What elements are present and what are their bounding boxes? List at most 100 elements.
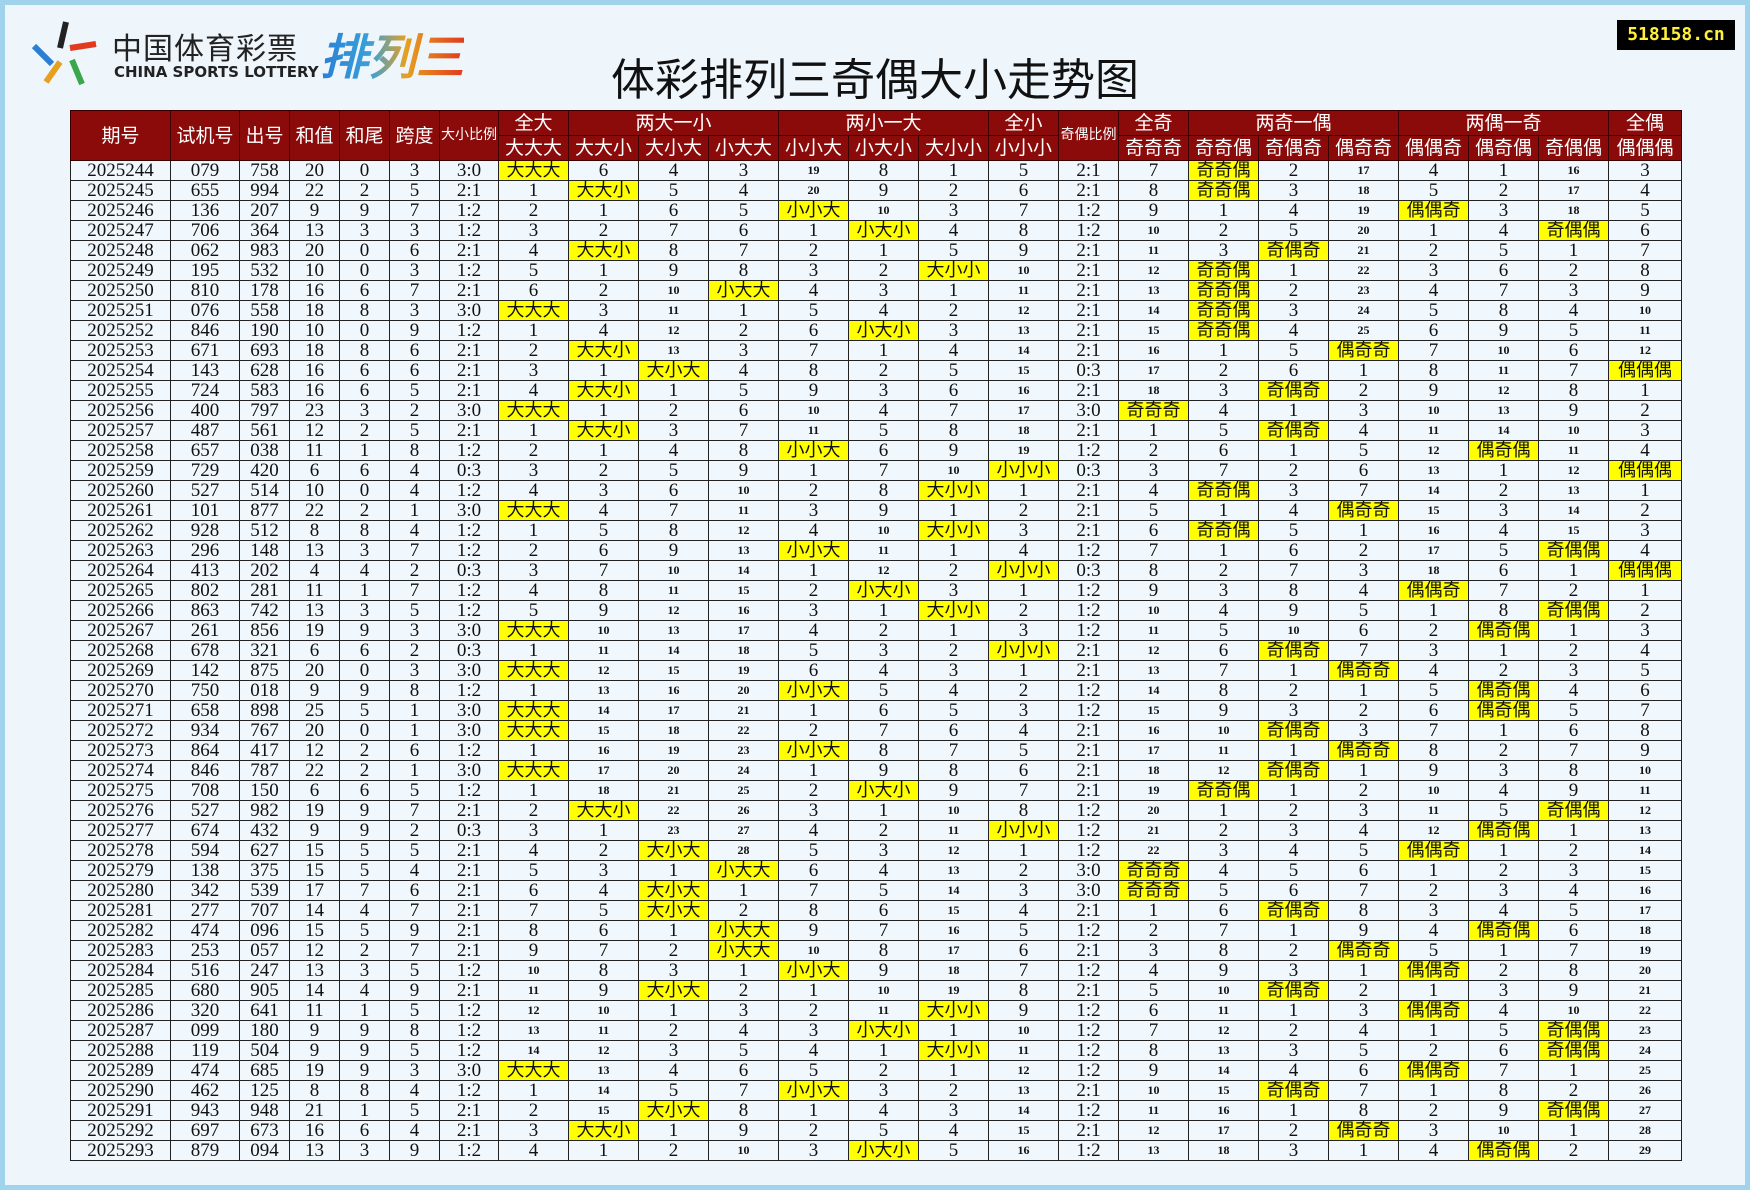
bs-omission-cell: 1	[498, 180, 569, 201]
bs-omission-cell: 3	[918, 660, 989, 681]
bs-ratio-cell: 2:1	[439, 280, 499, 301]
sum-cell: 19	[289, 1060, 340, 1081]
oe-omission-cell: 3	[1118, 940, 1189, 961]
tail-cell: 6	[339, 360, 390, 381]
bs-omission-cell: 3	[848, 640, 919, 661]
bs-omission-cell: 7	[568, 560, 639, 581]
header-group-two-big: 两大一小	[568, 110, 779, 136]
oe-omission-cell: 4	[1468, 780, 1539, 801]
sum-cell: 10	[289, 320, 340, 341]
oe-omission-cell: 15	[1608, 860, 1682, 881]
bs-omission-cell: 1	[918, 620, 989, 641]
oe-omission-cell: 11	[1118, 240, 1189, 261]
bs-omission-cell: 8	[778, 900, 849, 921]
bs-omission-cell: 4	[778, 620, 849, 641]
tail-cell: 5	[339, 920, 390, 941]
oe-omission-cell: 4	[1538, 880, 1609, 901]
draw-cell: 057	[239, 940, 290, 961]
oe-omission-cell: 12	[1468, 380, 1539, 401]
bs-ratio-cell: 1:2	[439, 540, 499, 561]
bs-omission-cell: 28	[708, 840, 779, 861]
oe-omission-cell: 6	[1188, 440, 1259, 461]
oe-omission-cell: 1	[1398, 1080, 1469, 1101]
span-cell: 7	[389, 580, 440, 601]
bs-omission-cell: 1	[498, 640, 569, 661]
oe-omission-cell: 5	[1118, 980, 1189, 1001]
tail-cell: 9	[339, 820, 390, 841]
oe-omission-cell: 5	[1328, 1040, 1399, 1061]
bs-omission-cell: 5	[778, 1060, 849, 1081]
bs-omission-cell: 8	[848, 740, 919, 761]
trial-cell: 708	[170, 780, 240, 801]
oe-omission-cell: 7	[1328, 640, 1399, 661]
oe-omission-cell: 1	[1468, 840, 1539, 861]
trial-cell: 253	[170, 940, 240, 961]
oe-omission-cell: 8	[1118, 560, 1189, 581]
oe-omission-cell: 4	[1118, 480, 1189, 501]
bs-omission-cell: 9	[848, 180, 919, 201]
span-cell: 4	[389, 1080, 440, 1101]
bs-omission-cell: 22	[638, 800, 709, 821]
sum-cell: 22	[289, 180, 340, 201]
bs-omission-cell: 2	[498, 540, 569, 561]
bs-omission-cell: 5	[848, 680, 919, 701]
oe-omission-cell: 17	[1188, 1120, 1259, 1141]
bs-omission-cell: 14	[498, 1040, 569, 1061]
bs-omission-cell: 13	[988, 1080, 1059, 1101]
bs-omission-cell: 3	[498, 220, 569, 241]
pattern-hit-cell: 奇奇奇	[1118, 860, 1189, 881]
bs-omission-cell: 5	[568, 520, 639, 541]
sum-cell: 16	[289, 1120, 340, 1141]
header-pattern-oe: 偶奇奇	[1328, 135, 1399, 161]
oe-omission-cell: 1	[1538, 1120, 1609, 1141]
bs-omission-cell: 6	[638, 480, 709, 501]
sum-cell: 16	[289, 360, 340, 381]
bs-ratio-cell: 1:2	[439, 580, 499, 601]
oe-omission-cell: 19	[1328, 200, 1399, 221]
oe-omission-cell: 3	[1468, 760, 1539, 781]
table-row: 2025253 671 693 18 8 6 2:1 2 大大小 13 3 7 1 4 14 2:1 16 1 5 偶…	[70, 340, 1682, 361]
oe-ratio-cell: 3:0	[1058, 860, 1119, 881]
span-cell: 5	[389, 1000, 440, 1021]
bs-omission-cell: 3	[918, 580, 989, 601]
bs-ratio-cell: 3:0	[439, 720, 499, 741]
bs-omission-cell: 6	[568, 160, 639, 181]
trial-cell: 706	[170, 220, 240, 241]
trial-cell: 864	[170, 740, 240, 761]
bs-omission-cell: 10	[568, 620, 639, 641]
bs-omission-cell: 5	[778, 840, 849, 861]
oe-omission-cell: 2	[1328, 700, 1399, 721]
oe-omission-cell: 5	[1398, 940, 1469, 961]
bs-omission-cell: 7	[778, 340, 849, 361]
trial-cell: 136	[170, 200, 240, 221]
table-row: 2025252 846 190 10 0 9 1:2 1 4 12 2 6 小大小 3 13 2:1 15 奇奇偶…	[70, 320, 1682, 341]
draw-cell: 561	[239, 420, 290, 441]
tail-cell: 3	[339, 540, 390, 561]
bs-omission-cell: 15	[638, 660, 709, 681]
table-row: 2025275 708 150 6 6 5 1:2 1 18 21 25 2 小大小 9 7 2:1 19 奇奇偶…	[70, 780, 1682, 801]
oe-omission-cell: 1	[1538, 820, 1609, 841]
pattern-hit-cell: 小小大	[778, 200, 849, 221]
span-cell: 3	[389, 160, 440, 181]
issue-cell: 2025259	[70, 460, 171, 481]
trial-cell: 750	[170, 680, 240, 701]
pattern-hit-cell: 大小大	[638, 900, 709, 921]
oe-omission-cell: 7	[1118, 160, 1189, 181]
span-cell: 9	[389, 920, 440, 941]
oe-omission-cell: 2	[1398, 1040, 1469, 1061]
sum-cell: 21	[289, 1100, 340, 1121]
span-cell: 6	[389, 240, 440, 261]
oe-omission-cell: 7	[1188, 460, 1259, 481]
tail-cell: 6	[339, 640, 390, 661]
bs-omission-cell: 11	[638, 300, 709, 321]
table-row: 2025273 864 417 12 2 6 1:2 1 16 19 23 小小大 8 7 5 2:1 17 11…	[70, 740, 1682, 761]
oe-omission-cell: 14	[1118, 680, 1189, 701]
trial-cell: 079	[170, 160, 240, 181]
bs-ratio-cell: 3:0	[439, 300, 499, 321]
oe-omission-cell: 2	[1538, 840, 1609, 861]
oe-omission-cell: 4	[1258, 320, 1329, 341]
pattern-hit-cell: 偶偶奇	[1398, 840, 1469, 861]
bs-omission-cell: 7	[708, 1080, 779, 1101]
oe-omission-cell: 1	[1538, 560, 1609, 581]
pattern-hit-cell: 小大大	[708, 280, 779, 301]
